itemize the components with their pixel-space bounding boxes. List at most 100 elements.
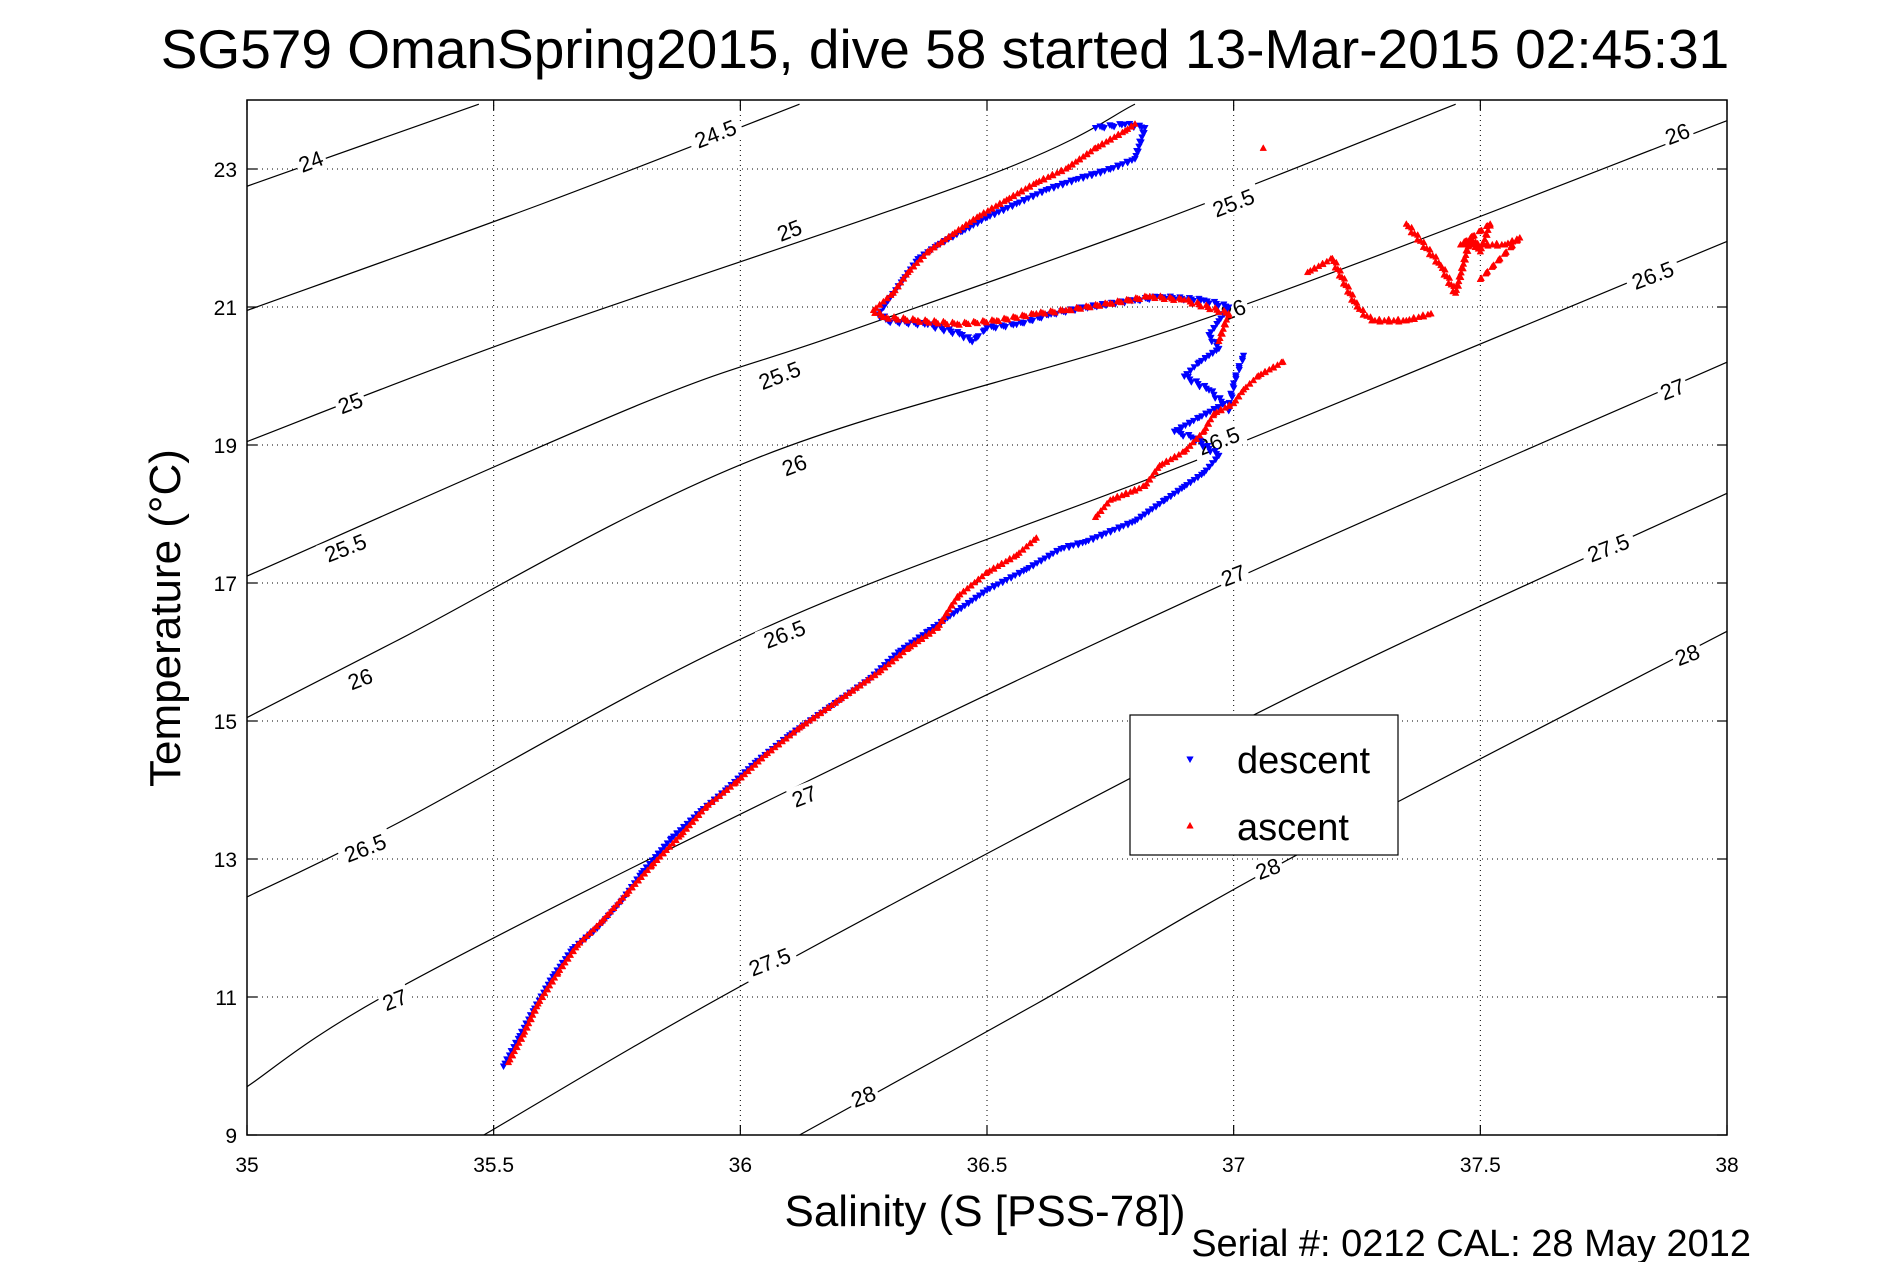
x-tick-label: 35.5 [473,1154,514,1177]
ascent-point [615,897,624,905]
contour-label-background [685,112,745,155]
y-tick-label: 9 [225,1125,237,1148]
ascent-point [1480,235,1489,243]
ascent-point [1222,315,1231,323]
ascent-point [1065,305,1073,313]
descent-point [1183,371,1191,378]
ascent-point [679,828,687,836]
descent-point [1015,199,1024,207]
ascent-point [945,605,953,613]
descent-point [1020,198,1029,205]
ascent-point [1100,503,1108,511]
descent-point [1152,504,1160,511]
ascent-point [1481,269,1490,277]
ascent-point [1344,282,1353,290]
descent-point [1067,179,1076,186]
contour-label-background [376,982,413,1017]
descent-point [1138,129,1147,137]
descent-point [1054,183,1062,190]
ascent-point [875,308,884,316]
ascent-point [526,1015,534,1022]
contour-label-text: 25.5 [321,529,370,568]
legend-ascent-marker [1186,821,1194,829]
descent-point [1045,553,1053,561]
descent-point [1074,541,1083,549]
ascent-point [1445,274,1454,281]
descent-point [1148,506,1156,513]
y-axis-label: Temperature (°C) [141,449,190,787]
ascent-point [1366,313,1375,320]
ascent-point [882,313,891,321]
ascent-point [1037,308,1045,315]
descent-point [1091,125,1100,132]
descent-point [666,836,675,844]
ascent-point [550,973,559,981]
descent-point [1135,138,1144,146]
contour-label-background [335,826,395,869]
contour-label-background [1668,637,1706,672]
ascent-point [1500,250,1509,257]
descent-point [1207,329,1215,336]
ascent-point [1058,167,1066,175]
series-ascent [504,120,1524,1066]
ascent-point [566,951,575,958]
descent-point [999,207,1008,215]
contour-label-background [785,779,823,813]
ascent-point [516,1034,525,1042]
ascent-point [515,1039,523,1046]
descent-point [1110,526,1119,534]
descent-point [1217,315,1225,323]
descent-point [1170,490,1179,498]
descent-point [1141,511,1149,519]
series-ascent-interpolated [506,122,1522,1063]
ascent-point [935,621,944,628]
x-axis-label: Salinity (S [PSS-78]) [784,1187,1185,1236]
ascent-point [1477,274,1485,281]
contour-label: 28 [1249,851,1287,885]
ascent-point [592,922,601,930]
descent-point [1088,172,1096,180]
ascent-point [1201,424,1210,431]
ascent-point [831,699,840,706]
descent-point [972,595,980,603]
ascent-point [970,317,978,325]
ascent-point [561,958,569,966]
x-tick-label: 36 [729,1154,752,1177]
ascent-point [1219,325,1227,332]
descent-point [953,608,962,615]
descent-point [957,605,965,613]
contour-label: 27 [785,779,823,813]
contour-label: 27.5 [1578,526,1638,569]
ascent-point [913,259,921,266]
ascent-point [1093,510,1102,518]
series-descent [499,121,1248,1071]
ascent-point [1475,227,1483,235]
ascent-point [1056,305,1065,313]
y-axis-ticks: 9 11 13 15 17 19 21 23 [214,159,1727,1148]
descent-point [1089,536,1097,544]
descent-point [959,334,968,342]
contour-label-background [771,213,808,247]
ascent-point [1184,295,1193,303]
contour-label-background [1659,116,1696,151]
descent-point [1202,467,1210,475]
descent-point [663,840,672,848]
ascent-point [994,317,1003,325]
y-tick-label: 23 [214,159,237,182]
descent-point [1084,537,1093,545]
ascent-point [619,893,627,901]
descent-point [1197,471,1206,479]
descent-point [1209,324,1218,332]
contour-label: 24.5 [685,112,745,155]
ascent-point [547,977,556,985]
contour-label-background [1654,372,1691,406]
descent-point [950,610,958,618]
descent-point [669,833,678,841]
descent-point [1173,427,1181,434]
descent-point [1123,159,1132,167]
x-tick-label: 36.5 [967,1154,1008,1177]
ascent-point [1026,539,1034,547]
contour-label-text: 25.5 [1209,184,1258,223]
ascent-point [1027,309,1036,317]
ascent-point [1513,237,1521,244]
